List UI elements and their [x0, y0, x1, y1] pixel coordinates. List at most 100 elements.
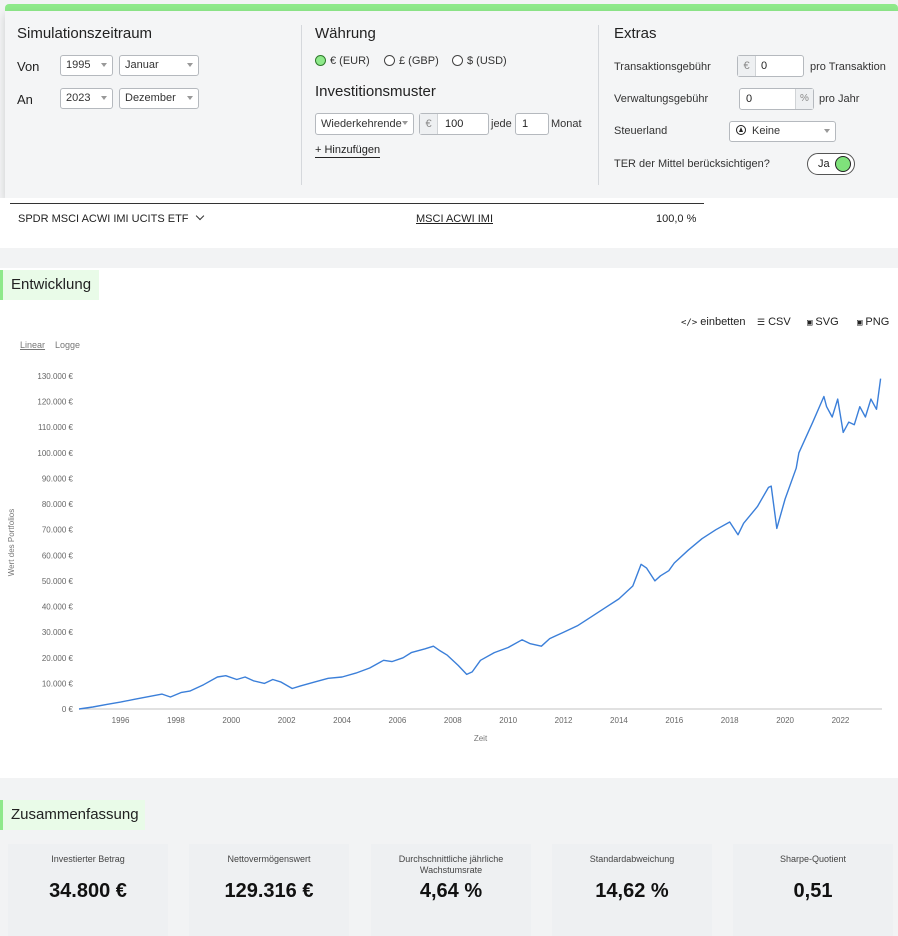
- from-label: Von: [17, 59, 40, 74]
- svg-label: SVG: [815, 316, 839, 328]
- currency-option-label: € (EUR): [330, 55, 370, 67]
- csv-download-button[interactable]: ☰ CSV: [757, 316, 791, 328]
- y-tick-label: 0 €: [62, 705, 74, 714]
- y-tick-label: 70.000 €: [42, 526, 74, 535]
- fund-name-dropdown[interactable]: SPDR MSCI ACWI IMI UCITS ETF: [18, 211, 204, 225]
- development-section: Entwicklung: [0, 268, 898, 778]
- management-fee-suffix: pro Jahr: [819, 93, 860, 105]
- pattern-type-value: Wiederkehrende: [321, 118, 402, 130]
- management-fee-input[interactable]: 0%: [739, 88, 814, 110]
- fund-row: SPDR MSCI ACWI IMI UCITS ETF MSCI ACWI I…: [0, 198, 898, 248]
- card-label: Investierter Betrag: [51, 854, 125, 864]
- from-year-value: 1995: [66, 59, 91, 71]
- ter-label: TER der Mittel berücksichtigen?: [614, 158, 770, 170]
- database-icon: ☰: [757, 318, 766, 328]
- y-tick-label: 120.000 €: [37, 398, 73, 407]
- x-tick-label: 2006: [389, 716, 407, 725]
- invested-amount-card: Investierter Betrag 34.800 €: [8, 844, 168, 936]
- radio-icon: [452, 55, 463, 66]
- amount-value: 100: [445, 118, 464, 130]
- management-fee-label: Verwaltungsgebühr: [614, 93, 709, 105]
- settings-panel: Simulationszeitraum Von 1995 Januar An 2…: [5, 11, 898, 198]
- x-tick-label: 2002: [278, 716, 296, 725]
- toggle-knob: [835, 156, 851, 172]
- to-label: An: [17, 92, 33, 107]
- x-tick-label: 1998: [167, 716, 185, 725]
- svg-download-button[interactable]: ▣ SVG: [807, 316, 839, 328]
- card-label: Sharpe-Quotient: [779, 854, 847, 864]
- interval-input[interactable]: 1: [515, 113, 549, 135]
- to-year-select[interactable]: 2023: [60, 88, 113, 109]
- transaction-fee-value: 0: [761, 60, 768, 72]
- transaction-fee-input[interactable]: €0: [737, 55, 804, 77]
- embed-button[interactable]: </> einbetten: [681, 316, 746, 328]
- currency-option-label: $ (USD): [467, 55, 507, 67]
- png-download-button[interactable]: ▣ PNG: [857, 316, 889, 328]
- extras-title: Extras: [614, 25, 657, 42]
- csv-label: CSV: [768, 316, 791, 328]
- top-accent-bar: [5, 4, 898, 11]
- radio-icon: [384, 55, 395, 66]
- every-label: jede: [491, 118, 512, 130]
- card-label: Standardabweichung: [589, 854, 675, 864]
- fund-name: SPDR MSCI ACWI IMI UCITS ETF: [18, 213, 189, 225]
- sharpe-ratio-card: Sharpe-Quotient 0,51: [733, 844, 893, 936]
- percent-suffix: %: [795, 89, 813, 109]
- chevron-down-icon: [402, 121, 408, 125]
- png-label: PNG: [865, 316, 890, 328]
- panel-divider: [598, 25, 599, 185]
- tax-country-value: Keine: [752, 125, 781, 137]
- chevron-down-icon: [187, 63, 193, 67]
- chevron-down-icon: [101, 63, 107, 67]
- cagr-card: Durchschnittliche jährliche Wachstumsrat…: [371, 844, 531, 936]
- std-deviation-card: Standardabweichung 14,62 %: [552, 844, 712, 936]
- scale-linear-button[interactable]: Linear: [20, 340, 46, 350]
- portfolio-chart[interactable]: 0 € 10.000 € 20.000 € 30.000 € 40.000 € 50.00…: [0, 360, 898, 750]
- amount-input[interactable]: €100: [419, 113, 489, 135]
- transaction-fee-label: Transaktionsgebühr: [614, 61, 711, 73]
- chevron-down-icon: [101, 96, 107, 100]
- x-tick-label: 2016: [665, 716, 683, 725]
- chevron-down-icon: [187, 96, 193, 100]
- x-tick-label: 2022: [832, 716, 850, 725]
- y-tick-label: 60.000 €: [42, 551, 74, 560]
- interval-unit: Monat: [551, 118, 582, 130]
- fund-weight: 100,0 %: [656, 213, 697, 225]
- y-tick-label: 30.000 €: [42, 628, 74, 637]
- currency-prefix: €: [738, 56, 756, 76]
- tax-country-select[interactable]: Keine: [729, 121, 836, 142]
- fund-index-link[interactable]: MSCI ACWI IMI: [416, 213, 493, 225]
- pattern-type-select[interactable]: Wiederkehrende: [315, 113, 414, 135]
- currency-option-gbp[interactable]: £ (GBP): [384, 55, 439, 67]
- y-axis-label: Wert des Portfolios: [7, 509, 16, 576]
- from-year-select[interactable]: 1995: [60, 55, 113, 76]
- currency-option-eur[interactable]: € (EUR): [315, 55, 370, 67]
- currency-prefix: €: [420, 114, 438, 134]
- to-month-value: Dezember: [125, 92, 176, 104]
- period-title: Simulationszeitraum: [17, 25, 153, 42]
- currency-title: Währung: [315, 25, 376, 42]
- no-entry-icon: [736, 125, 746, 135]
- y-tick-label: 40.000 €: [42, 603, 74, 612]
- svg-file-icon: ▣: [807, 318, 813, 328]
- currency-option-label: £ (GBP): [399, 55, 439, 67]
- code-icon: </>: [681, 318, 698, 328]
- y-tick-label: 100.000 €: [37, 449, 73, 458]
- currency-option-usd[interactable]: $ (USD): [452, 55, 507, 67]
- x-tick-label: 2010: [499, 716, 517, 725]
- x-tick-label: 2012: [555, 716, 573, 725]
- add-pattern-link[interactable]: + Hinzufügen: [315, 144, 381, 158]
- card-label: Nettovermögenswert: [227, 854, 311, 864]
- transaction-fee-suffix: pro Transaktion: [810, 61, 886, 73]
- to-month-select[interactable]: Dezember: [119, 88, 199, 109]
- summary-title: Zusammenfassung: [0, 800, 145, 830]
- y-tick-label: 130.000 €: [37, 372, 73, 381]
- ter-toggle[interactable]: Ja: [807, 153, 855, 175]
- pattern-title: Investitionsmuster: [315, 83, 436, 100]
- embed-label: einbetten: [700, 316, 746, 328]
- y-tick-label: 10.000 €: [42, 679, 74, 688]
- scale-log-button[interactable]: Logge: [55, 340, 81, 350]
- from-month-select[interactable]: Januar: [119, 55, 199, 76]
- x-tick-label: 2020: [776, 716, 794, 725]
- chevron-down-icon: [195, 211, 204, 221]
